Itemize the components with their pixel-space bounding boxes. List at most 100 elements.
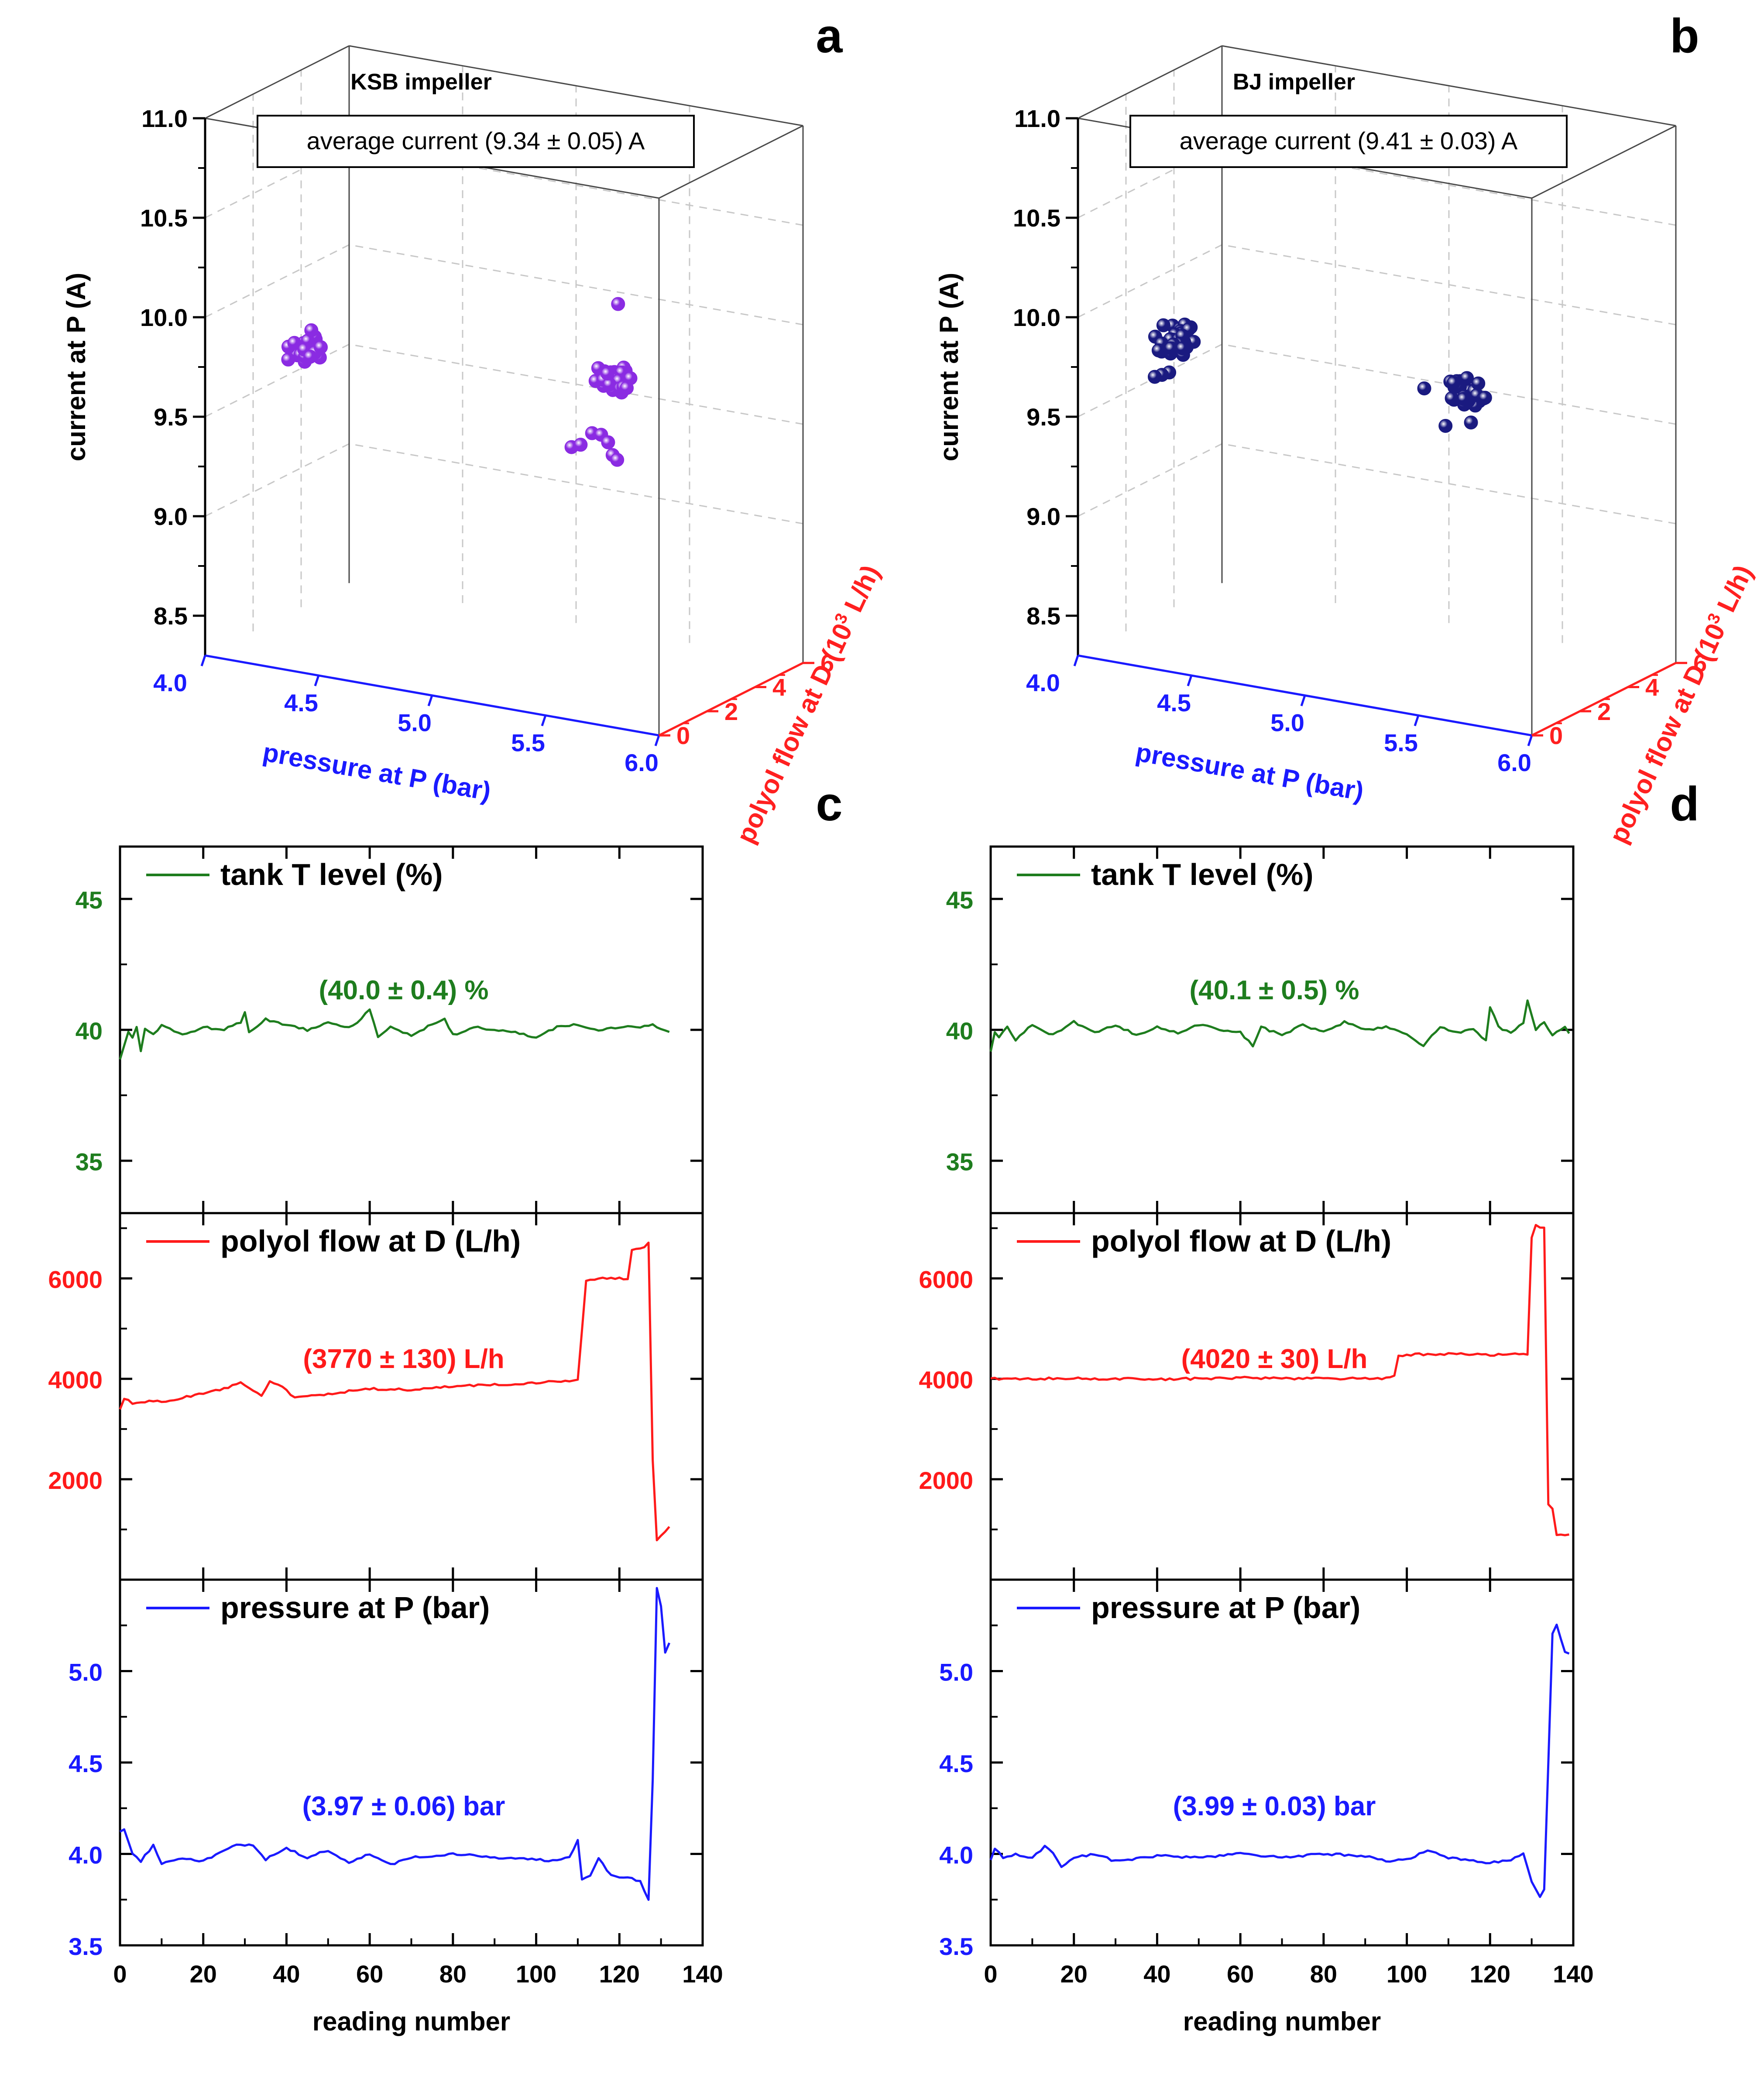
data-point <box>601 435 615 449</box>
data-point <box>1464 415 1478 430</box>
flow-tick-label: 0 <box>1549 722 1563 749</box>
series-line <box>989 1623 1570 1898</box>
current-tick-label: 9.0 <box>1026 503 1060 530</box>
data-point <box>1156 318 1170 333</box>
pressure-tick-mark <box>314 675 320 686</box>
y-tick-label: 4000 <box>48 1366 103 1394</box>
legend-label: tank T level (%) <box>1091 857 1314 892</box>
panel-a-3d-scatter: 8.5 9.0 9.5 10.0 10.5 11.0 current at P (A) 4.0… <box>62 9 885 847</box>
x-axis-label: reading number <box>312 2007 510 2036</box>
data-point <box>1446 376 1461 390</box>
data-point <box>1147 370 1162 384</box>
pressure-tick-mark <box>1414 715 1420 727</box>
series-line <box>990 1224 1569 1536</box>
y-tick-label: 3.5 <box>69 1933 103 1960</box>
data-point <box>303 350 317 364</box>
x-axis-label: reading number <box>1183 2007 1381 2036</box>
data-point <box>1417 381 1431 396</box>
box-edge <box>1078 45 1222 119</box>
pressure-tick-label: 6.0 <box>1497 749 1531 776</box>
x-tick-label: 120 <box>599 1960 640 1988</box>
x-tick-label: 100 <box>516 1960 556 1988</box>
series-line <box>119 1241 670 1542</box>
data-point <box>611 297 625 311</box>
flow-tick-label: 4 <box>1645 674 1659 701</box>
current-tick-label: 9.0 <box>154 503 188 530</box>
flow-tick-label: 6 <box>1693 649 1707 677</box>
panel-letter: a <box>816 9 843 63</box>
flow-tick-label: 4 <box>772 674 786 701</box>
x-tick-label: 80 <box>439 1960 467 1988</box>
y-tick-label: 4.5 <box>939 1750 973 1777</box>
data-point <box>1445 391 1459 405</box>
pressure-tick-mark <box>654 735 660 746</box>
y-tick-label: 6000 <box>48 1266 103 1293</box>
y-tick-label: 5.0 <box>939 1659 973 1686</box>
pressure-tick-mark <box>1527 735 1533 746</box>
y-tick-label: 3.5 <box>939 1933 973 1960</box>
flow-tick-label: 2 <box>1597 698 1611 725</box>
data-point <box>600 366 614 381</box>
data-point <box>573 438 588 452</box>
current-tick-label: 9.5 <box>154 403 188 431</box>
data-point <box>1471 376 1486 391</box>
y-tick-label: 2000 <box>919 1467 973 1494</box>
mean-annotation: (3770 ± 130) L/h <box>303 1344 504 1374</box>
data-point <box>1151 343 1166 358</box>
mean-annotation: (40.0 ± 0.4) % <box>319 975 489 1005</box>
box-edge <box>349 45 803 127</box>
panel-letter: c <box>816 777 842 831</box>
current-tick-label: 8.5 <box>154 602 188 630</box>
mean-annotation: (40.1 ± 0.5) % <box>1190 975 1359 1005</box>
x-tick-label: 20 <box>1060 1960 1088 1988</box>
x-tick-label: 60 <box>1227 1960 1254 1988</box>
y-tick-label: 40 <box>946 1017 973 1045</box>
data-point <box>1438 418 1453 433</box>
y-tick-label: 35 <box>76 1148 103 1176</box>
legend-label: pressure at P (bar) <box>1091 1591 1360 1625</box>
data-point <box>1456 392 1471 406</box>
pressure-tick-mark <box>1300 695 1306 706</box>
current-tick-label: 10.5 <box>1013 204 1060 232</box>
data-point <box>314 340 328 354</box>
current-tick-label: 10.0 <box>140 304 188 331</box>
y-tick-label: 5.0 <box>69 1659 103 1686</box>
x-tick-label: 140 <box>682 1960 723 1988</box>
pressure-tick-mark <box>200 655 206 666</box>
pressure-tick-label: 5.0 <box>398 709 432 737</box>
current-tick-label: 10.0 <box>1013 304 1060 331</box>
legend-label: tank T level (%) <box>220 857 443 892</box>
average-current-box <box>257 115 695 168</box>
y-tick-label: 40 <box>76 1017 103 1045</box>
box-edge <box>1222 45 1676 127</box>
x-tick-label: 40 <box>273 1960 300 1988</box>
y-tick-label: 6000 <box>919 1266 973 1293</box>
chart-title: BJ impeller <box>1233 69 1355 95</box>
pressure-tick-label: 5.5 <box>511 729 545 756</box>
box-edge <box>659 125 803 199</box>
current-tick-label: 9.5 <box>1026 403 1060 431</box>
legend-label: polyol flow at D (L/h) <box>1091 1224 1391 1258</box>
pressure-tick-label: 4.0 <box>153 669 187 696</box>
x-tick-label: 80 <box>1310 1960 1337 1988</box>
average-current-box <box>1129 115 1568 168</box>
mean-annotation: (3.97 ± 0.06) bar <box>302 1791 505 1821</box>
legend-label: pressure at P (bar) <box>220 1591 490 1625</box>
pressure-tick-mark <box>1073 655 1079 666</box>
data-point <box>610 453 625 467</box>
mean-annotation: (4020 ± 30) L/h <box>1181 1344 1368 1374</box>
data-point <box>1460 371 1474 385</box>
panel-letter: d <box>1670 777 1699 831</box>
pressure-tick-label: 4.5 <box>1157 689 1191 717</box>
y-tick-label: 4000 <box>919 1366 973 1394</box>
data-point <box>1175 341 1190 356</box>
current-tick-label: 11.0 <box>141 105 188 132</box>
data-point <box>304 323 319 337</box>
data-point <box>287 336 302 350</box>
pressure-tick-mark <box>427 695 433 706</box>
y-tick-label: 45 <box>946 886 973 914</box>
data-point <box>620 381 634 395</box>
average-current-annotation: average current (9.34 ± 0.05) A <box>307 127 645 154</box>
pressure-tick-mark <box>541 715 547 727</box>
current-tick-label: 10.5 <box>140 204 188 232</box>
